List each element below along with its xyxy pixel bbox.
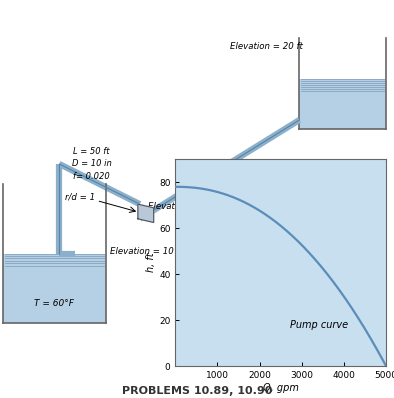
Text: f= 0.020: f= 0.020 <box>73 172 110 181</box>
Text: Pump curve: Pump curve <box>290 320 348 330</box>
Text: L = 950 ft: L = 950 ft <box>246 159 288 168</box>
Y-axis label: h, ft: h, ft <box>146 253 156 273</box>
Text: T = 60°F: T = 60°F <box>34 298 74 308</box>
Text: PROBLEMS 10.89, 10.90: PROBLEMS 10.89, 10.90 <box>122 386 272 396</box>
Text: f = 0.020: f = 0.020 <box>246 189 286 198</box>
Text: r/d = 1: r/d = 1 <box>65 192 95 201</box>
Text: L = 50 ft: L = 50 ft <box>73 146 110 156</box>
Bar <box>299 79 386 129</box>
Text: D = 10 in: D = 10 in <box>246 174 286 183</box>
Polygon shape <box>138 204 154 222</box>
Text: Elevation = 15 ft: Elevation = 15 ft <box>148 203 221 211</box>
Text: D = 10 in: D = 10 in <box>72 159 112 168</box>
Bar <box>3 254 106 323</box>
Text: Elevation = 20 ft: Elevation = 20 ft <box>230 42 303 51</box>
X-axis label: Q, gpm: Q, gpm <box>263 383 299 393</box>
Text: Elevation = 10 ft: Elevation = 10 ft <box>110 247 182 256</box>
